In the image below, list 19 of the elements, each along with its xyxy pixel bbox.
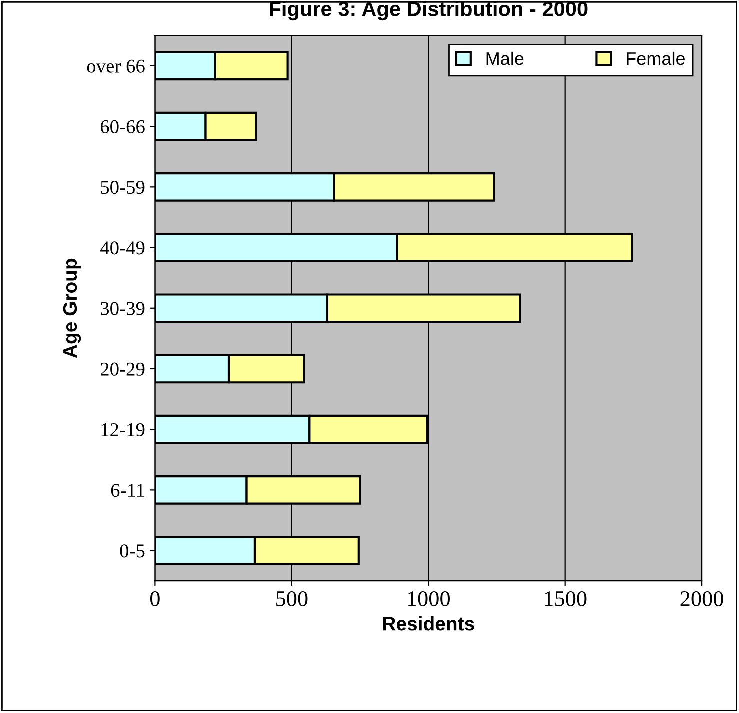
x-axis-title: Residents [383,616,474,631]
y-tick-label: 30-39 [101,302,145,316]
x-tick-label: 2000 [680,591,724,606]
y-tick-label: 6-11 [111,484,144,498]
y-tick-label: 40-49 [100,242,145,255]
chart-title: Figure 3: Age Distribution - 2000 [270,1,588,21]
legend-label: Male [486,52,524,66]
y-axis-title: Age Group [63,258,82,358]
x-tick-label: 1500 [545,591,587,606]
y-tick-label: 12-19 [102,423,145,437]
x-tick-label: 500 [276,591,308,606]
x-tick-label: 0 [150,591,160,606]
legend-label: Female [627,52,685,66]
y-tick-label: 60-66 [100,120,145,134]
y-tick-label: 20-29 [100,362,145,376]
y-tick-label: 50-59 [101,180,145,194]
y-tick-label: 0-5 [120,544,145,558]
x-tick-label: 1000 [408,591,450,606]
y-tick-label: over 66 [87,60,145,73]
